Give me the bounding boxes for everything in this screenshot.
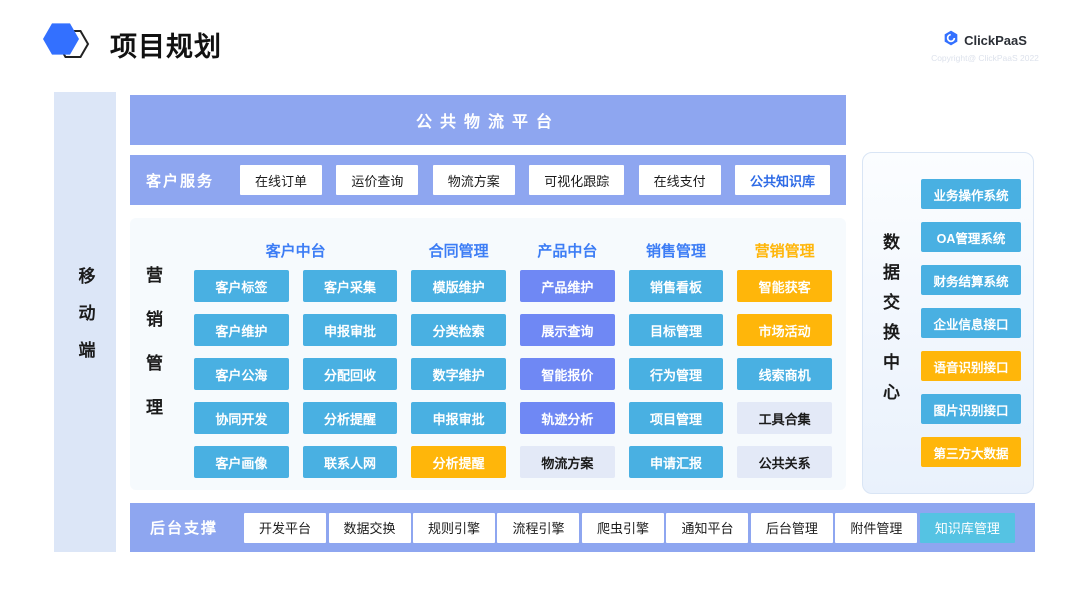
matrix-cell[interactable]: 申报审批	[411, 402, 506, 434]
matrix-side-label: 营销管理	[143, 266, 162, 442]
brand: ClickPaaS Copyright@ ClickPaaS 2022	[930, 30, 1040, 63]
support-button[interactable]: 爬虫引擎	[581, 512, 664, 543]
matrix-cell[interactable]: 协同开发	[194, 402, 289, 434]
matrix-cell[interactable]: 模版维护	[411, 270, 506, 302]
support-button[interactable]: 知识库管理	[919, 512, 1015, 543]
matrix-grid: 客户中台 合同管理 产品中台 销售管理 营销管理 客户标签 客户采集 模版维护 …	[194, 230, 832, 478]
support-button[interactable]: 数据交换	[328, 512, 411, 543]
matrix-cell[interactable]: 项目管理	[628, 402, 724, 434]
matrix-cell[interactable]: 智能报价	[519, 358, 615, 390]
mobile-bar-label: 移动端	[75, 266, 95, 378]
support-button[interactable]: 后台管理	[750, 512, 833, 543]
matrix-cell[interactable]: 销售看板	[628, 270, 724, 302]
matrix-cell[interactable]: 客户采集	[302, 270, 398, 302]
support-button[interactable]: 附件管理	[835, 512, 918, 543]
matrix-cell[interactable]: 市场活动	[737, 314, 832, 346]
service-button[interactable]: 公共知识库	[734, 165, 830, 195]
matrix-header: 客户中台	[265, 242, 326, 260]
matrix-cell[interactable]: 智能获客	[737, 270, 832, 302]
matrix-cell[interactable]: 分析提醒	[302, 402, 398, 434]
matrix-cell[interactable]: 客户维护	[194, 314, 289, 346]
matrix-cell[interactable]: 客户标签	[194, 270, 289, 302]
exchange-side: 数据交换中心	[877, 153, 902, 493]
matrix-side: 营销管理	[140, 218, 165, 490]
support-bar-label: 后台支撑	[150, 520, 219, 537]
matrix-header: 产品中台	[537, 242, 598, 260]
app-header: 项目规划	[40, 18, 222, 71]
matrix-cell[interactable]: 联系人网	[302, 446, 398, 478]
service-button[interactable]: 在线支付	[638, 165, 721, 195]
matrix-cell[interactable]: 展示查询	[519, 314, 615, 346]
matrix-cell[interactable]: 物流方案	[519, 446, 615, 478]
matrix-cell[interactable]: 工具合集	[737, 402, 832, 434]
matrix-cell[interactable]: 客户公海	[194, 358, 289, 390]
service-button[interactable]: 物流方案	[432, 165, 515, 195]
support-button[interactable]: 开发平台	[244, 512, 327, 543]
service-button[interactable]: 在线订单	[240, 165, 323, 195]
exchange-side-label: 数据交换中心	[880, 233, 899, 413]
service-buttons: 在线订单 运价查询 物流方案 可视化跟踪 在线支付 公共知识库	[240, 165, 830, 195]
matrix-header: 合同管理	[428, 242, 489, 260]
matrix-cell[interactable]: 分配回收	[302, 358, 398, 390]
matrix-cell[interactable]: 数字维护	[411, 358, 506, 390]
matrix-cell[interactable]: 公共关系	[737, 446, 832, 478]
matrix-cell[interactable]: 轨迹分析	[519, 402, 615, 434]
exchange-buttons: 业务操作系统 OA管理系统 财务结算系统 企业信息接口 语音识别接口 图片识别接…	[921, 179, 1021, 467]
support-button[interactable]: 通知平台	[666, 512, 749, 543]
service-button[interactable]: 运价查询	[336, 165, 419, 195]
service-bar-label: 客户服务	[146, 172, 215, 190]
support-button[interactable]: 流程引擎	[497, 512, 580, 543]
matrix-panel: 营销管理 客户中台 合同管理 产品中台 销售管理 营销管理 客户标签 客户采集 …	[130, 218, 846, 490]
platform-banner: 公共物流平台	[130, 95, 846, 145]
matrix-cell[interactable]: 分析提醒	[411, 446, 506, 478]
matrix-cell[interactable]: 目标管理	[628, 314, 724, 346]
exchange-button[interactable]: 语音识别接口	[921, 351, 1021, 381]
matrix-cell[interactable]: 申报审批	[302, 314, 398, 346]
service-bar: 客户服务 在线订单 运价查询 物流方案 可视化跟踪 在线支付 公共知识库	[130, 155, 846, 205]
matrix-cell[interactable]: 线索商机	[737, 358, 832, 390]
exchange-button[interactable]: OA管理系统	[921, 222, 1021, 252]
page-title: 项目规划	[110, 32, 222, 62]
brand-logo-icon	[943, 30, 959, 51]
matrix-cell[interactable]: 客户画像	[194, 446, 289, 478]
support-button[interactable]: 规则引擎	[412, 512, 495, 543]
support-bar: 后台支撑 开发平台 数据交换 规则引擎 流程引擎 爬虫引擎 通知平台 后台管理 …	[130, 503, 1035, 552]
exchange-button[interactable]: 财务结算系统	[921, 265, 1021, 295]
mobile-bar: 移动端	[54, 92, 116, 552]
brand-name: ClickPaaS	[964, 33, 1027, 48]
title-hexagon-icon	[40, 18, 94, 71]
matrix-cell[interactable]: 申请汇报	[628, 446, 724, 478]
exchange-panel: 数据交换中心 业务操作系统 OA管理系统 财务结算系统 企业信息接口 语音识别接…	[862, 152, 1034, 494]
platform-banner-label: 公共物流平台	[415, 114, 560, 131]
matrix-cell[interactable]: 行为管理	[628, 358, 724, 390]
support-buttons: 开发平台 数据交换 规则引擎 流程引擎 爬虫引擎 通知平台 后台管理 附件管理 …	[244, 512, 1015, 543]
exchange-button[interactable]: 业务操作系统	[921, 179, 1021, 209]
matrix-cell[interactable]: 产品维护	[519, 270, 615, 302]
matrix-headers: 客户中台 合同管理 产品中台 销售管理 营销管理	[194, 230, 832, 270]
matrix-header: 销售管理	[645, 242, 706, 260]
exchange-button[interactable]: 图片识别接口	[921, 394, 1021, 424]
brand-copyright: Copyright@ ClickPaaS 2022	[931, 53, 1039, 63]
matrix-cell[interactable]: 分类检索	[411, 314, 506, 346]
service-button[interactable]: 可视化跟踪	[529, 165, 625, 195]
exchange-button[interactable]: 第三方大数据	[921, 437, 1021, 467]
matrix-cells: 客户标签 客户采集 模版维护 产品维护 销售看板 智能获客 客户维护 申报审批 …	[194, 270, 832, 478]
matrix-header: 营销管理	[754, 242, 815, 260]
exchange-button[interactable]: 企业信息接口	[921, 308, 1021, 338]
